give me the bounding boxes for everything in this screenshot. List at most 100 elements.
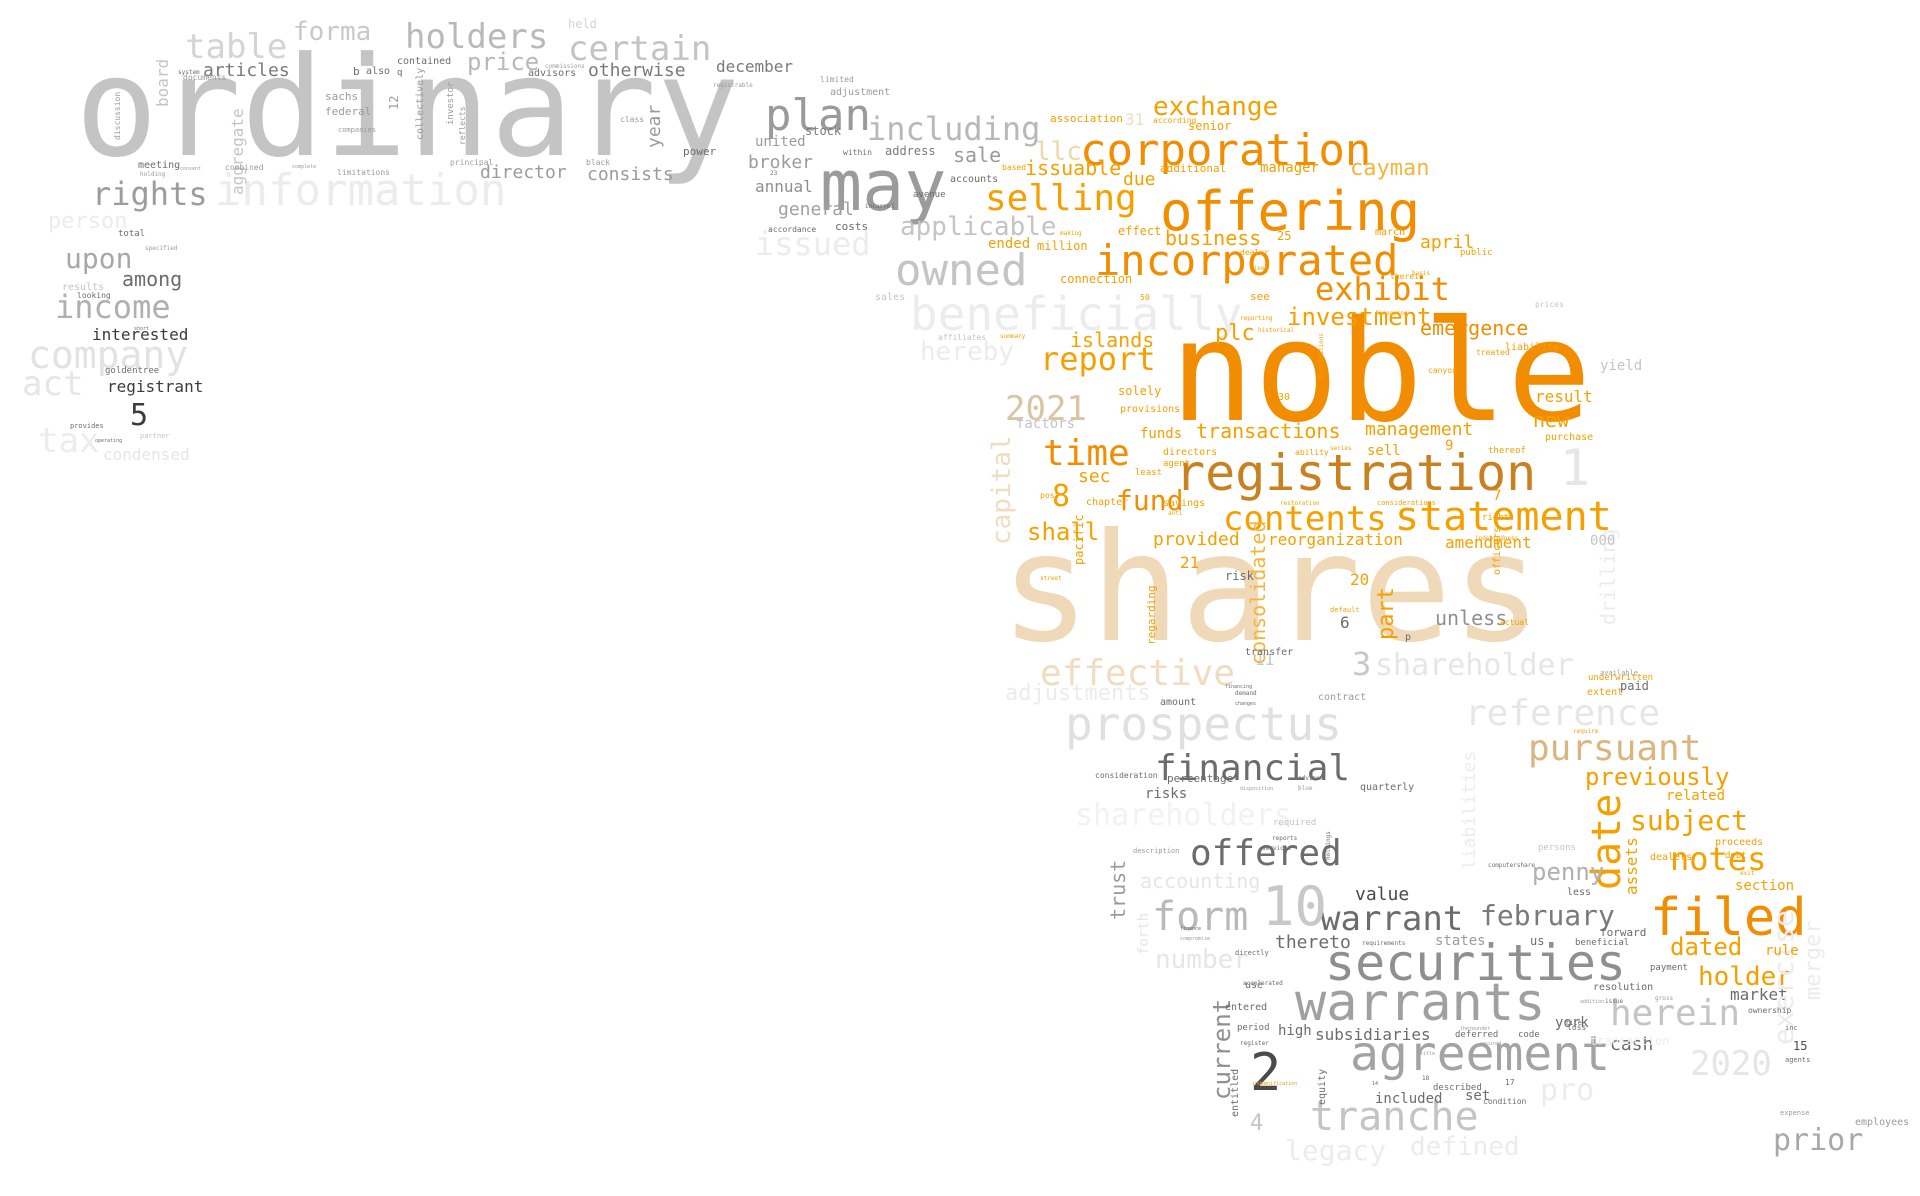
word-value: value (1355, 884, 1409, 905)
word-united: united (755, 134, 806, 150)
word-15: 15 (1793, 1039, 1807, 1053)
word-14: 14 (1372, 1081, 1378, 1087)
word-beneficially: beneficially (910, 287, 1242, 341)
word-debt: debt (1725, 851, 1747, 861)
word-noble: noble (1170, 291, 1591, 454)
word-owned: owned (895, 245, 1027, 296)
word-complete: complete (292, 164, 316, 170)
word-broker: broker (748, 152, 813, 173)
word-prices: prices (1535, 300, 1564, 309)
word-contract: contract (1318, 692, 1366, 703)
word-documents: documents (183, 73, 227, 82)
word-director: director (480, 162, 567, 183)
word-unless: unless (1435, 606, 1507, 630)
word-class: class (620, 115, 644, 124)
word-accounting: accounting (1140, 869, 1260, 893)
word-accelerated: accelerated (1243, 980, 1283, 987)
word-also: also (366, 66, 390, 77)
word-plc: plc (1215, 321, 1255, 346)
word-deferred: deferred (1455, 1030, 1498, 1040)
word-officers: officers (1492, 527, 1503, 575)
word-market: market (1730, 985, 1788, 1004)
word-number: number (1155, 945, 1249, 975)
word-quarterly: quarterly (1360, 782, 1414, 793)
word-000: 000 (1590, 533, 1615, 549)
word-transfer: transfer (1245, 647, 1293, 658)
word-exercise: exercise (1767, 910, 1800, 1045)
word-due: due (1123, 169, 1156, 190)
word-according: according (1153, 116, 1197, 125)
word-tranche: tranche (1310, 1094, 1479, 1140)
word-amount: amount (1160, 697, 1196, 708)
word-transactions: transactions (1196, 419, 1341, 443)
word-issue: issue (1605, 998, 1623, 1005)
word-file: file (1565, 1019, 1582, 1027)
word-articles: articles (203, 60, 290, 81)
word-sale: sale (953, 143, 1001, 167)
word-adjustments: adjustments (1005, 681, 1151, 706)
word-hereby: hereby (920, 337, 1014, 367)
word-exchange: exchange (1153, 92, 1278, 122)
word-underwritten: underwritten (1588, 673, 1653, 683)
word-holding: holding (140, 171, 166, 178)
word-subsidiaries: subsidiaries (1315, 1025, 1431, 1044)
word-defined: defined (1410, 1132, 1520, 1162)
word-condition: condition (1483, 1097, 1527, 1106)
word-set: set (1465, 1088, 1490, 1104)
word-interested: interested (92, 325, 188, 344)
word-collectively: collectively (415, 68, 426, 140)
word-notes: notes (1670, 840, 1766, 878)
word-exit: exit (1740, 870, 1755, 877)
word-resolution: resolution (1593, 982, 1653, 993)
word-connection: connection (1060, 272, 1132, 286)
word-17: 17 (1505, 1078, 1515, 1087)
word-february: february (1480, 899, 1615, 932)
word-act: act (22, 364, 83, 404)
word-ownership: ownership (1748, 1006, 1792, 1015)
word-held: held (568, 17, 597, 31)
word-series: series (1330, 445, 1352, 452)
word-8: 8 (1052, 479, 1070, 514)
word-shareholder: shareholder (1375, 648, 1574, 683)
word-10: 10 (1262, 875, 1327, 938)
word-income: income (55, 288, 171, 326)
word-principal: principal (450, 158, 494, 167)
word-register: register (1240, 1040, 1269, 1047)
word-penny: penny (1532, 858, 1604, 886)
word-2: 2 (1250, 1043, 1281, 1103)
word-total: total (118, 229, 145, 239)
word-shares: shares (1000, 502, 1542, 676)
word-limitations: limitations (337, 168, 390, 177)
word-11: 11 (1255, 650, 1274, 669)
word-sales: sales (875, 292, 905, 303)
word-compromise: compromise (1180, 936, 1210, 942)
word-offered: offered (1190, 833, 1342, 874)
word-require: require (1573, 728, 1599, 735)
word-registration: registration (1175, 444, 1536, 502)
word-liabilities: liabilities (1459, 751, 1480, 870)
word-business: business (1165, 226, 1261, 250)
word-adviser: adviser (1298, 775, 1324, 782)
word-funds: funds (1140, 426, 1182, 442)
word-disposition: disposition (1240, 786, 1273, 792)
word-part: part (1374, 587, 1399, 640)
word-5: 5 (130, 398, 148, 433)
word-changes: changes (1235, 701, 1256, 707)
word-forma: forma (293, 17, 371, 47)
word-black: black (586, 158, 610, 167)
word-consolidated: consolidated (1246, 521, 1270, 666)
word-contained: contained (397, 56, 451, 67)
word-payment: payment (1650, 963, 1688, 973)
word-current: current (1208, 999, 1236, 1100)
word-rule: rule (1765, 943, 1799, 959)
word-consent: consent (180, 166, 201, 172)
word-merger: merger (1801, 921, 1826, 1000)
word-accounts: accounts (950, 174, 998, 185)
word-secured: secured (1480, 1041, 1501, 1047)
word-affiliates: affiliates (938, 333, 986, 342)
word-combined: combined (225, 163, 264, 172)
word-summary: summary (1000, 333, 1026, 340)
word-historical: historical (1258, 327, 1295, 334)
word-manager: manager (1260, 160, 1319, 176)
word-9: 9 (1445, 438, 1453, 454)
